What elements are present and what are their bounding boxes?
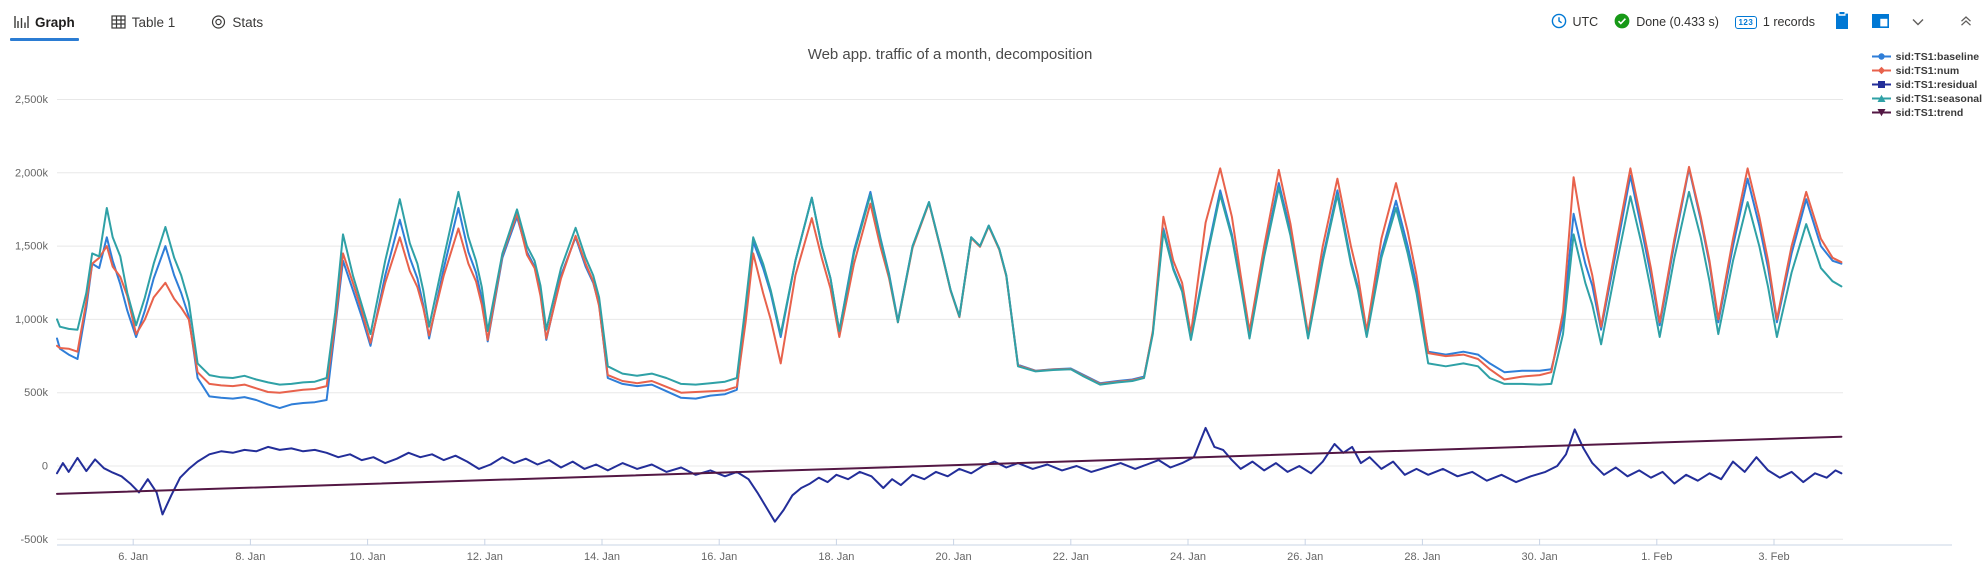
tab-stats-label: Stats <box>232 14 264 30</box>
x-axis-tick-label: 3. Feb <box>1758 551 1789 563</box>
legend-label: sid:TS1:seasonal <box>1895 92 1982 105</box>
circle-marker-icon <box>1871 53 1891 60</box>
result-tabs: Graph Table 1 Stats <box>10 0 295 44</box>
y-axis-tick-label: -500k <box>20 534 48 546</box>
y-axis-tick-label: 500k <box>24 387 48 399</box>
y-axis-tick-label: 1,500k <box>15 241 49 253</box>
query-status-label: Done (0.433 s) <box>1636 15 1719 29</box>
chevron-down-icon <box>1912 15 1924 29</box>
diamond-marker-icon <box>1871 66 1891 75</box>
record-count: 123 1 records <box>1734 15 1815 29</box>
x-axis-tick-label: 10. Jan <box>350 551 386 563</box>
clipboard-icon <box>1835 12 1849 32</box>
x-axis-tick-label: 16. Jan <box>701 551 737 563</box>
double-chevron-up-icon <box>1960 15 1972 30</box>
x-axis-tick-label: 8. Jan <box>235 551 265 563</box>
clock-icon <box>1551 13 1567 32</box>
legend-label: sid:TS1:trend <box>1895 106 1964 119</box>
legend-item-baseline[interactable]: sid:TS1:baseline <box>1871 50 1982 63</box>
series-line-sid:TS1:trend[interactable] <box>56 435 1843 495</box>
bar-chart-icon <box>14 15 29 29</box>
x-axis-tick-label: 22. Jan <box>1053 551 1089 563</box>
table-icon <box>111 15 126 29</box>
check-circle-icon <box>1614 13 1630 32</box>
timezone-label: UTC <box>1572 15 1599 29</box>
legend-item-seasonal[interactable]: sid:TS1:seasonal <box>1871 92 1982 105</box>
legend-label: sid:TS1:baseline <box>1895 50 1980 63</box>
tab-graph-label: Graph <box>35 14 75 30</box>
toolbar: Graph Table 1 Stats UTC Done (0.433 s <box>0 0 1985 44</box>
record-count-label: 1 records <box>1762 15 1815 29</box>
chart-area: Web app. traffic of a month, decompositi… <box>0 44 1985 574</box>
x-axis-tick-label: 28. Jan <box>1404 551 1440 563</box>
x-axis-tick-label: 20. Jan <box>936 551 972 563</box>
series-line-sid:TS1:num[interactable] <box>56 165 1843 394</box>
x-axis-tick-label: 24. Jan <box>1170 551 1206 563</box>
x-axis-tick-label: 14. Jan <box>584 551 620 563</box>
triangle-marker-icon <box>1871 94 1891 102</box>
records-badge-icon: 123 <box>1734 15 1757 29</box>
chart-legend: sid:TS1:baseline sid:TS1:num sid:TS1:res… <box>1871 50 1982 119</box>
x-axis-tick-label: 30. Jan <box>1522 551 1558 563</box>
tab-stats[interactable]: Stats <box>207 0 267 44</box>
legend-label: sid:TS1:num <box>1895 64 1960 77</box>
y-axis-tick-label: 2,500k <box>15 94 49 106</box>
copy-results-button[interactable] <box>1831 11 1853 33</box>
y-axis-tick-label: 0 <box>42 461 48 473</box>
y-axis-tick-label: 1,000k <box>15 314 49 326</box>
more-options-button[interactable] <box>1907 11 1929 33</box>
panel-layout-icon <box>1871 13 1889 31</box>
x-axis-tick-label: 12. Jan <box>467 551 503 563</box>
series-line-sid:TS1:residual[interactable] <box>56 426 1843 523</box>
chart-title: Web app. traffic of a month, decompositi… <box>807 46 1093 63</box>
x-axis-tick-label: 1. Feb <box>1641 551 1672 563</box>
layout-toggle-button[interactable] <box>1869 11 1891 33</box>
legend-label: sid:TS1:residual <box>1895 78 1978 91</box>
tab-table-1[interactable]: Table 1 <box>107 0 180 44</box>
stats-icon <box>211 15 226 29</box>
x-axis-tick-label: 26. Jan <box>1287 551 1323 563</box>
query-status: Done (0.433 s) <box>1614 13 1719 32</box>
x-axis-tick-label: 6. Jan <box>118 551 148 563</box>
legend-item-trend[interactable]: sid:TS1:trend <box>1871 106 1982 119</box>
legend-item-residual[interactable]: sid:TS1:residual <box>1871 78 1982 91</box>
tab-table-1-label: Table 1 <box>131 14 176 30</box>
y-axis-tick-label: 2,000k <box>15 167 49 179</box>
x-axis-tick-label: 18. Jan <box>818 551 854 563</box>
triangle-down-marker-icon <box>1871 109 1891 117</box>
tab-graph[interactable]: Graph <box>10 0 79 44</box>
status-bar: UTC Done (0.433 s) 123 1 records <box>1551 11 1978 33</box>
series-line-sid:TS1:seasonal[interactable] <box>56 186 1843 386</box>
timechart-plot: 2,500k 2,000k 1,500k 1,000k 500k 0 -500k 6. Jan… <box>15 94 1952 563</box>
legend-item-num[interactable]: sid:TS1:num <box>1871 64 1982 77</box>
collapse-panel-button[interactable] <box>1955 11 1977 33</box>
square-marker-icon <box>1871 81 1891 88</box>
timezone-selector[interactable]: UTC <box>1551 13 1599 32</box>
